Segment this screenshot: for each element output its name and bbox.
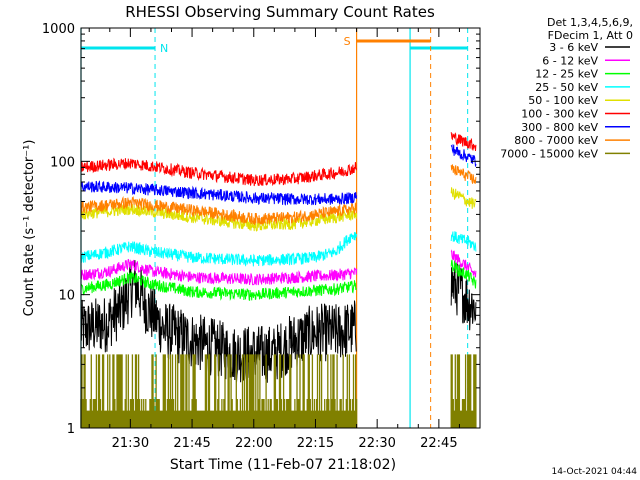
legend-label: 3 - 6 keV — [549, 41, 598, 54]
legend-label: 7000 - 15000 keV — [500, 147, 598, 160]
series-3-6-kev — [80, 260, 477, 383]
legend-header: FDecim 1, Att 0 — [548, 29, 633, 42]
x-tick-label: 22:15 — [297, 436, 334, 451]
series-100-300-kev — [80, 132, 477, 187]
legend-label: 25 - 50 keV — [535, 81, 598, 94]
series-50-100-kev — [80, 187, 477, 232]
x-tick-label: 21:45 — [173, 436, 210, 451]
timestamp: 14-Oct-2021 04:44 — [552, 467, 638, 477]
y-tick-label: 1 — [67, 422, 75, 437]
legend-label: 50 - 100 keV — [528, 94, 598, 107]
legend-label: 300 - 800 keV — [521, 121, 598, 134]
legend-label: 12 - 25 keV — [535, 68, 598, 81]
series-7000-15000-kev — [80, 354, 477, 428]
legend: Det 1,3,4,5,6,9,FDecim 1, Att 03 - 6 keV… — [500, 16, 633, 160]
x-tick-label: 21:30 — [112, 436, 149, 451]
night-label: N — [160, 42, 168, 55]
axes: 21:30 21:45 22:00 22:15 22:30 22:45 1 10 100 1000 — [42, 22, 481, 451]
x-tick-label: 22:30 — [358, 436, 395, 451]
series-12-25-kev — [80, 259, 477, 301]
x-axis-label: Start Time (11-Feb-07 21:18:02) — [170, 457, 396, 473]
series-800-7000-kev — [80, 164, 477, 225]
x-tick-label: 22:00 — [235, 436, 272, 451]
series-6-12-kev — [80, 249, 477, 286]
x-tick-label: 22:45 — [420, 436, 457, 451]
y-tick-label: 1000 — [42, 22, 75, 37]
plot-area: NS — [80, 28, 477, 428]
series-25-50-kev — [80, 231, 477, 267]
chart-title: RHESSI Observing Summary Count Rates — [125, 3, 435, 21]
legend-label: 100 - 300 keV — [521, 108, 598, 121]
legend-label: 6 - 12 keV — [542, 54, 598, 67]
y-tick-label: 100 — [50, 155, 75, 170]
y-tick-label: 10 — [58, 289, 75, 304]
legend-header: Det 1,3,4,5,6,9, — [547, 16, 633, 29]
legend-label: 800 - 7000 keV — [514, 134, 598, 147]
y-axis-label: Count Rate (s⁻¹ detector⁻¹) — [22, 140, 37, 317]
saa-label: S — [344, 35, 351, 48]
plot-frame — [80, 27, 481, 429]
series-300-800-kev — [80, 143, 477, 206]
